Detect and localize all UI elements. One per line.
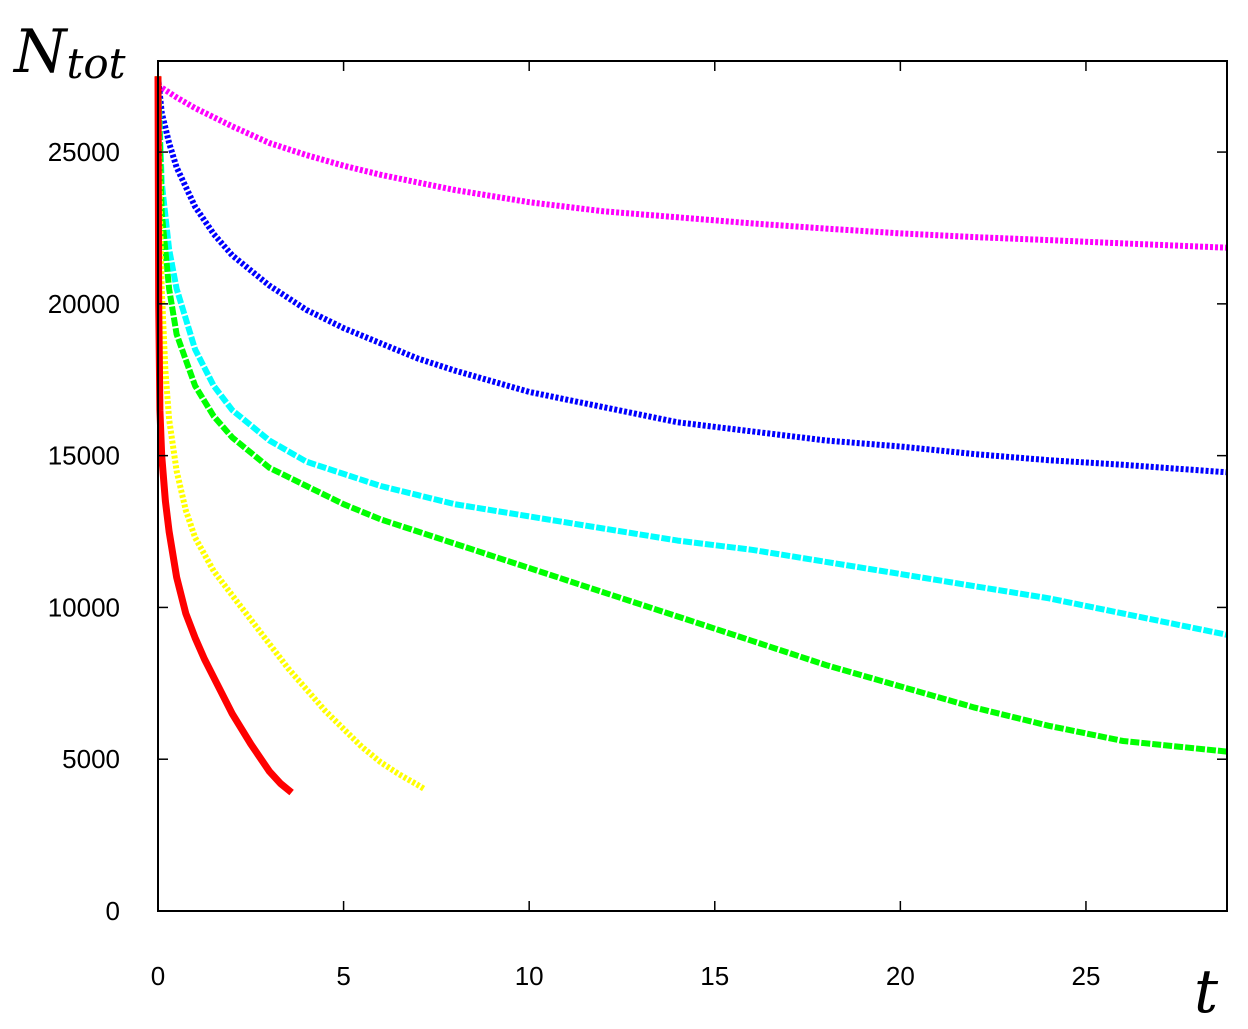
x-tick-label: 15 <box>700 961 729 991</box>
x-tick-label: 20 <box>886 961 915 991</box>
series-line-0 <box>156 82 1228 251</box>
x-tick-label: 0 <box>151 961 165 991</box>
y-axis-title-subscript: tot <box>67 39 126 88</box>
x-axis-title: t <box>1194 957 1219 1027</box>
y-tick-label: 15000 <box>48 441 120 471</box>
y-tick-label: 20000 <box>48 289 120 319</box>
series-line-4 <box>155 76 427 793</box>
y-tick-label: 5000 <box>62 744 120 774</box>
y-axis-title: Ntot <box>12 17 126 88</box>
y-tick-label: 0 <box>106 896 120 926</box>
plot-frame <box>157 60 1228 912</box>
y-tick-label: 10000 <box>48 592 120 622</box>
y-tick-label: 25000 <box>48 137 120 167</box>
x-tick-label: 5 <box>336 961 350 991</box>
series-line-2 <box>155 76 1228 638</box>
tick-layer: 0 5000 10000 15000 20000 25000 0 5 10 15 20 25 <box>48 61 1227 991</box>
series-layer <box>154 75 1228 796</box>
x-tick-label: 10 <box>515 961 544 991</box>
series-line-5 <box>154 76 294 796</box>
y-axis-title-main: N <box>12 17 69 87</box>
series-line-3 <box>155 76 1228 755</box>
x-tick-label: 25 <box>1071 961 1100 991</box>
series-line-1 <box>155 75 1228 476</box>
